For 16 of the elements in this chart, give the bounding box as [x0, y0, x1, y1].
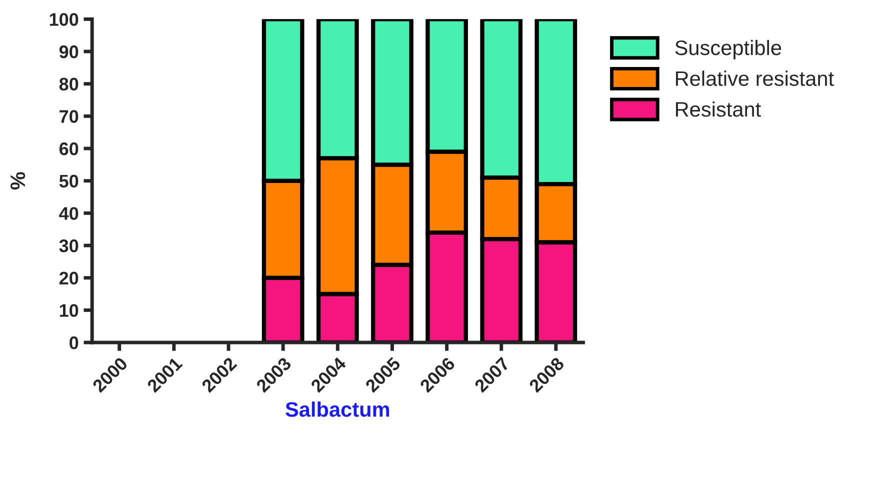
y-tick-label: 40: [59, 207, 78, 220]
y-tick-label: 70: [60, 110, 78, 123]
y-tick-label: 60: [59, 142, 78, 156]
legend-label: Relative resistant: [676, 70, 834, 86]
y-axis-title: %: [10, 172, 26, 190]
legend-label: Susceptible: [675, 40, 782, 60]
y-tick-label: 100: [50, 13, 78, 26]
y-tick-label: 20: [59, 272, 78, 285]
x-axis-title: Salbactum: [286, 402, 390, 417]
y-tick-label: 30: [59, 239, 78, 252]
y-tick-label: 50: [59, 174, 78, 188]
y-tick-label: 10: [60, 304, 78, 317]
legend-label: Resistant: [676, 101, 761, 117]
y-tick-label: 90: [59, 45, 78, 58]
y-tick-label: 80: [59, 78, 78, 91]
y-tick-label: 0: [70, 336, 78, 350]
